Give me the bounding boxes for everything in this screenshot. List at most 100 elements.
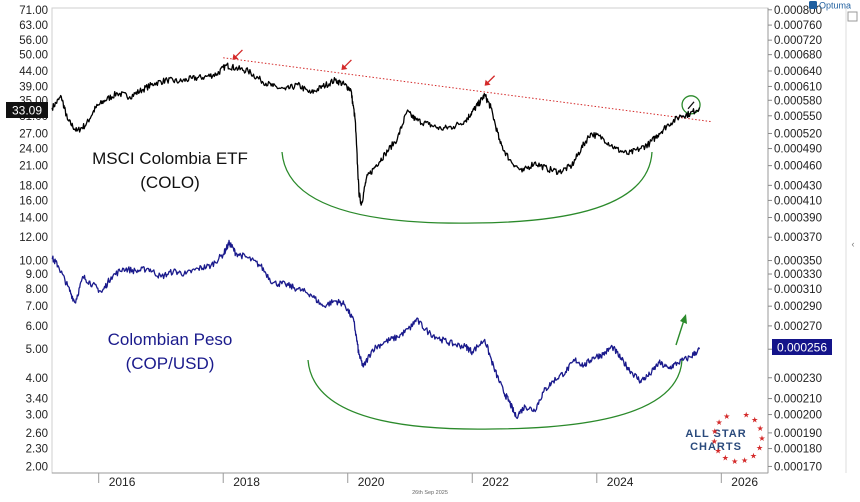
right-tick-label: 0.000210 <box>774 394 822 406</box>
cop-label-line1: Colombian Peso <box>108 330 233 349</box>
logo-star-icon: ★ <box>722 453 729 462</box>
cop-last-value: 0.000256 <box>777 341 827 355</box>
allstar-logo-line1: ALL STAR <box>685 428 746 440</box>
left-tick-label: 9.00 <box>26 269 48 281</box>
colo-series-line <box>51 62 701 206</box>
left-tick-label: 3.40 <box>26 394 48 406</box>
left-tick-label: 71.00 <box>19 5 48 17</box>
colo-last-value-badge: 33.09 <box>6 102 48 118</box>
x-tick-label: 2024 <box>607 475 634 489</box>
right-tick-label: 0.000200 <box>774 410 822 422</box>
right-tick-label: 0.000410 <box>774 195 822 207</box>
resistance-trendline <box>223 57 713 123</box>
left-tick-label: 2.00 <box>26 461 48 473</box>
left-tick-label: 8.00 <box>26 284 48 296</box>
annotations <box>223 49 713 123</box>
logo-star-icon: ★ <box>751 416 758 425</box>
left-tick-label: 21.00 <box>19 161 48 173</box>
panel-tab-icon[interactable] <box>847 11 858 22</box>
cop-label: Colombian Peso (COP/USD) <box>108 330 233 373</box>
left-tick-label: 39.00 <box>19 81 48 93</box>
optuma-brand: Optuma <box>809 1 851 11</box>
left-axis-ticks: 71.0063.0056.0050.0044.0039.0035.0031.00… <box>19 5 48 474</box>
left-tick-label: 50.00 <box>19 50 48 62</box>
left-tick-label: 24.00 <box>19 144 48 156</box>
logo-star-icon: ★ <box>723 412 730 421</box>
right-axis-ticks: 0.000800 0.000760 0.000720 0.000680 0.000640… <box>768 5 822 473</box>
logo-star-icon: ★ <box>757 424 764 433</box>
collapse-arrow-icon[interactable]: ‹ <box>852 239 855 249</box>
cop-label-line2: (COP/USD) <box>126 354 215 373</box>
left-tick-label: 7.00 <box>26 301 48 313</box>
logo-star-icon: ★ <box>758 434 765 443</box>
left-tick-label: 2.30 <box>26 444 48 456</box>
breakout-arrow-icon <box>687 101 695 110</box>
right-tick-label: 0.000460 <box>774 161 822 173</box>
logo-star-icon: ★ <box>731 457 738 466</box>
logo-star-icon: ★ <box>711 437 718 446</box>
right-tick-label: 0.000680 <box>774 50 822 62</box>
right-tick-label: 0.000800 <box>774 5 822 17</box>
x-tick-label: 2022 <box>482 475 509 489</box>
colo-last-value: 33.09 <box>12 104 42 118</box>
right-tick-label: 0.000580 <box>774 95 822 107</box>
left-tick-label: 3.00 <box>26 410 48 422</box>
left-tick-label: 10.00 <box>19 256 48 268</box>
right-tick-label: 0.000390 <box>774 212 822 224</box>
x-tick-label: 2020 <box>358 475 385 489</box>
allstar-logo-line2: CHARTS <box>690 441 742 453</box>
right-tick-label: 0.000610 <box>774 81 822 93</box>
green-up-arrow-icon <box>675 314 687 346</box>
breakout-circle <box>681 95 701 115</box>
colo-label: MSCI Colombia ETF (COLO) <box>92 149 248 192</box>
right-tick-label: 0.000720 <box>774 35 822 47</box>
red-arrow-icon <box>232 49 243 60</box>
left-tick-label: 6.00 <box>26 321 48 333</box>
x-axis-ticks: 2016 2018 2020 2022 2024 2026 <box>98 473 758 489</box>
optuma-logo-icon <box>809 1 817 9</box>
logo-star-icon: ★ <box>716 418 723 427</box>
right-tick-label: 0.000180 <box>774 444 822 456</box>
right-tick-label: 0.000270 <box>774 321 822 333</box>
left-tick-label: 4.00 <box>26 373 48 385</box>
left-tick-label: 5.00 <box>26 344 48 356</box>
right-tick-label: 0.000350 <box>774 256 822 268</box>
colo-label-line1: MSCI Colombia ETF <box>92 149 248 168</box>
left-tick-label: 18.00 <box>19 180 48 192</box>
cop-last-value-badge: 0.000256 <box>772 339 832 355</box>
red-arrow-icon <box>484 75 496 86</box>
left-tick-label: 14.00 <box>19 212 48 224</box>
x-tick-label: 2018 <box>233 475 260 489</box>
series-layer <box>51 62 701 420</box>
logo-star-icon: ★ <box>715 446 722 455</box>
logo-star-icon: ★ <box>741 456 748 465</box>
logo-star-icon: ★ <box>750 451 757 460</box>
right-tick-label: 0.000330 <box>774 269 822 281</box>
left-tick-label: 2.60 <box>26 428 48 440</box>
x-tick-label: 2026 <box>731 475 758 489</box>
cop-base-arc <box>307 359 683 430</box>
left-tick-label: 63.00 <box>19 20 48 32</box>
left-tick-label: 12.00 <box>19 232 48 244</box>
left-tick-label: 56.00 <box>19 35 48 47</box>
footer-date: 26th Sep 2025 <box>412 490 448 496</box>
left-tick-label: 27.00 <box>19 128 48 140</box>
right-tick-label: 0.000520 <box>774 128 822 140</box>
logo-star-icon: ★ <box>711 427 718 436</box>
right-tick-label: 0.000490 <box>774 144 822 156</box>
right-tick-label: 0.000430 <box>774 180 822 192</box>
right-tick-label: 0.000640 <box>774 66 822 78</box>
right-tick-label: 0.000290 <box>774 301 822 313</box>
right-tick-label: 0.000190 <box>774 428 822 440</box>
right-tick-label: 0.000760 <box>774 20 822 32</box>
right-tick-label: 0.000550 <box>774 111 822 123</box>
cop-series-line <box>51 239 701 420</box>
optuma-brand-text: Optuma <box>819 1 851 11</box>
red-arrow-icon <box>341 59 352 70</box>
right-tick-label: 0.000170 <box>774 461 822 473</box>
colo-base-arc <box>281 151 653 224</box>
left-tick-label: 44.00 <box>19 66 48 78</box>
logo-star-icon: ★ <box>756 444 763 453</box>
plot-frame <box>51 7 847 474</box>
